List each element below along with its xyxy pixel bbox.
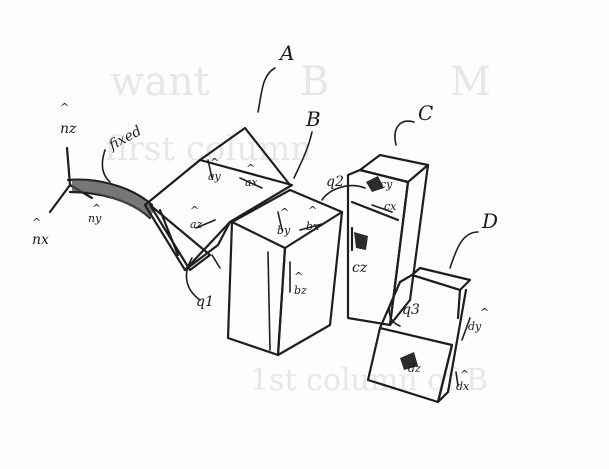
joint-q1: q1 — [185, 254, 221, 310]
q1-label: q1 — [196, 294, 214, 310]
nx-axis-line — [48, 183, 72, 214]
ghost-text-b: B — [300, 59, 329, 105]
body-d-label: D — [481, 209, 498, 233]
joint-q3: q3 — [388, 299, 420, 327]
fixed-pointer — [101, 149, 111, 183]
ny-label: ny — [88, 212, 102, 225]
ground-link-top — [66, 178, 154, 207]
body-c-front-shelf — [350, 200, 400, 222]
cx-arrow — [371, 204, 393, 213]
body-d-label-pointer — [449, 231, 479, 269]
body-a-top-face — [143, 158, 294, 272]
body-c: C cy cx cz — [346, 101, 433, 327]
body-c-label: C — [418, 101, 433, 125]
body-b-side-face — [276, 210, 344, 357]
body-a-back-edge — [198, 126, 292, 187]
body-b-label-pointer — [293, 131, 313, 179]
bx-hat: ^ — [308, 204, 317, 217]
body-c-side-face — [388, 163, 430, 327]
ground-frame-n: ^ nz ^ nx ^ ny fixed — [32, 101, 212, 272]
body-b-front-face — [226, 220, 287, 357]
dx-hat: ^ — [460, 368, 469, 381]
ay-arrow — [207, 159, 213, 179]
by-label: by — [277, 224, 291, 237]
ax-arrow — [239, 177, 263, 189]
ay-hat: ^ — [210, 156, 219, 169]
body-a: A ^ ay ^ ax ^ az — [143, 41, 294, 272]
q1-arc — [185, 257, 201, 301]
ghost-text-want: want — [110, 59, 210, 105]
bx-arrow — [299, 223, 323, 231]
body-b-label: B — [305, 107, 321, 131]
ax-hat: ^ — [246, 162, 255, 175]
body-d-top-face — [410, 266, 472, 292]
dy-arrow — [461, 317, 471, 341]
body-a-front-edge — [183, 220, 232, 272]
cz-shading — [354, 232, 368, 250]
by-arrow — [277, 211, 283, 231]
q1-tick — [211, 254, 221, 269]
joint-q2: q2 — [321, 174, 366, 201]
body-c-label-pointer — [394, 120, 415, 146]
dx-label: dx — [456, 380, 470, 393]
cy-shading — [366, 176, 384, 192]
ny-hat: ^ — [92, 202, 101, 215]
dz-label: dz — [408, 362, 421, 375]
q3-arc — [388, 299, 401, 327]
ax-label: ax — [245, 176, 259, 189]
dy-hat: ^ — [480, 306, 489, 319]
az-label: az — [190, 218, 203, 231]
body-a-side-edge — [158, 208, 180, 257]
q2-arc — [321, 184, 366, 201]
bx-label: bx — [306, 220, 320, 233]
q2-label: q2 — [326, 174, 344, 190]
bz-label: bz — [294, 284, 307, 297]
body-b-top-face — [230, 188, 344, 250]
body-b-front-crease — [267, 251, 271, 351]
body-a-label-pointer — [257, 67, 276, 113]
ground-link-shading — [72, 179, 155, 218]
dz-shading — [400, 352, 418, 370]
nx-hat: ^ — [32, 216, 41, 229]
body-d-side-face — [436, 288, 468, 404]
body-d-back-face — [398, 273, 462, 320]
body-a-label: A — [278, 41, 294, 65]
cz-label: cz — [352, 260, 368, 276]
q3-label: q3 — [402, 302, 420, 318]
nz-hat: ^ — [60, 101, 69, 114]
cy-label: cy — [380, 178, 393, 191]
bz-hat: ^ — [294, 270, 303, 283]
az-hat: ^ — [190, 204, 199, 217]
ghost-text-m: M — [450, 59, 491, 105]
by-hat: ^ — [280, 206, 289, 219]
dy-label: dy — [468, 320, 482, 333]
dx-arrow — [455, 371, 459, 387]
az-arrow — [195, 219, 216, 229]
ay-label: ay — [208, 170, 222, 183]
body-b: B ^ by ^ bx ^ bz — [226, 107, 344, 357]
body-d: D ^ dy dz ^ dx — [366, 209, 498, 404]
cx-label: cx — [384, 200, 397, 213]
nz-label: nz — [60, 121, 77, 137]
nx-label: nx — [32, 232, 49, 248]
